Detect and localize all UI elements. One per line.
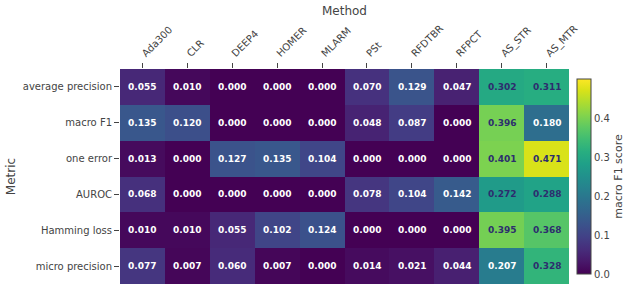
svg-text:0.000: 0.000 bbox=[443, 154, 471, 164]
svg-text:Ada300: Ada300 bbox=[140, 24, 175, 59]
svg-text:CLR: CLR bbox=[185, 37, 207, 59]
svg-text:0.000: 0.000 bbox=[308, 261, 336, 271]
svg-text:0.104: 0.104 bbox=[398, 189, 426, 199]
svg-text:0.396: 0.396 bbox=[488, 118, 516, 128]
svg-text:0.311: 0.311 bbox=[533, 82, 561, 92]
svg-text:0.000: 0.000 bbox=[173, 154, 201, 164]
svg-text:Hamming loss: Hamming loss bbox=[41, 225, 112, 236]
svg-text:0.129: 0.129 bbox=[398, 82, 426, 92]
svg-text:0.120: 0.120 bbox=[173, 118, 201, 128]
svg-text:0.000: 0.000 bbox=[353, 154, 381, 164]
svg-text:Metric: Metric bbox=[4, 158, 18, 195]
svg-text:0.000: 0.000 bbox=[263, 82, 291, 92]
svg-text:0.078: 0.078 bbox=[353, 189, 381, 199]
svg-text:AS_MTR: AS_MTR bbox=[544, 23, 581, 60]
svg-text:0.000: 0.000 bbox=[218, 82, 246, 92]
svg-text:0.102: 0.102 bbox=[263, 225, 291, 235]
svg-text:0.0: 0.0 bbox=[594, 269, 610, 280]
svg-text:0.000: 0.000 bbox=[173, 189, 201, 199]
svg-text:AS_STR: AS_STR bbox=[499, 25, 534, 60]
svg-text:0.368: 0.368 bbox=[533, 225, 561, 235]
svg-text:0.127: 0.127 bbox=[218, 154, 246, 164]
svg-text:0.328: 0.328 bbox=[533, 261, 561, 271]
svg-text:0.068: 0.068 bbox=[128, 189, 156, 199]
svg-text:RFDTBR: RFDTBR bbox=[409, 23, 445, 59]
svg-text:MLARM: MLARM bbox=[319, 25, 353, 59]
svg-text:0.014: 0.014 bbox=[353, 261, 381, 271]
svg-text:micro precision: micro precision bbox=[36, 261, 112, 272]
svg-text:0.288: 0.288 bbox=[533, 189, 561, 199]
svg-text:0.272: 0.272 bbox=[488, 189, 516, 199]
svg-text:0.302: 0.302 bbox=[488, 82, 516, 92]
svg-text:0.060: 0.060 bbox=[218, 261, 246, 271]
svg-text:AUROC: AUROC bbox=[76, 189, 112, 200]
svg-text:0.000: 0.000 bbox=[263, 189, 291, 199]
svg-text:0.070: 0.070 bbox=[353, 82, 381, 92]
svg-text:0.047: 0.047 bbox=[443, 82, 471, 92]
svg-text:0.021: 0.021 bbox=[398, 261, 426, 271]
svg-text:one error: one error bbox=[66, 153, 113, 164]
svg-text:0.007: 0.007 bbox=[173, 261, 201, 271]
svg-text:0.124: 0.124 bbox=[308, 225, 336, 235]
svg-text:0.000: 0.000 bbox=[308, 189, 336, 199]
svg-text:0.000: 0.000 bbox=[263, 118, 291, 128]
svg-text:0.4: 0.4 bbox=[594, 113, 610, 124]
svg-text:0.010: 0.010 bbox=[173, 225, 201, 235]
svg-text:DEEP4: DEEP4 bbox=[229, 28, 260, 59]
svg-text:0.135: 0.135 bbox=[263, 154, 291, 164]
svg-text:Method: Method bbox=[322, 4, 367, 18]
svg-text:0.471: 0.471 bbox=[533, 154, 561, 164]
svg-text:0.207: 0.207 bbox=[488, 261, 516, 271]
svg-text:0.104: 0.104 bbox=[308, 154, 336, 164]
svg-text:0.000: 0.000 bbox=[308, 82, 336, 92]
svg-text:0.395: 0.395 bbox=[488, 225, 516, 235]
svg-text:RFPCT: RFPCT bbox=[454, 28, 485, 59]
svg-text:0.000: 0.000 bbox=[398, 225, 426, 235]
svg-text:0.142: 0.142 bbox=[443, 189, 471, 199]
svg-text:0.013: 0.013 bbox=[128, 154, 156, 164]
svg-text:macro F1: macro F1 bbox=[65, 117, 112, 128]
svg-text:0.000: 0.000 bbox=[443, 118, 471, 128]
svg-text:0.000: 0.000 bbox=[443, 225, 471, 235]
svg-text:0.010: 0.010 bbox=[128, 225, 156, 235]
svg-text:0.087: 0.087 bbox=[398, 118, 426, 128]
svg-text:0.000: 0.000 bbox=[353, 225, 381, 235]
svg-text:0.055: 0.055 bbox=[128, 82, 156, 92]
svg-text:0.000: 0.000 bbox=[218, 189, 246, 199]
svg-text:0.000: 0.000 bbox=[398, 154, 426, 164]
svg-text:0.010: 0.010 bbox=[173, 82, 201, 92]
svg-text:0.401: 0.401 bbox=[488, 154, 516, 164]
svg-text:0.048: 0.048 bbox=[353, 118, 381, 128]
svg-text:0.3: 0.3 bbox=[594, 152, 610, 163]
svg-text:0.044: 0.044 bbox=[443, 261, 471, 271]
svg-text:0.077: 0.077 bbox=[128, 261, 156, 271]
svg-text:0.000: 0.000 bbox=[308, 118, 336, 128]
svg-text:average precision: average precision bbox=[23, 81, 112, 92]
svg-text:PSt: PSt bbox=[364, 40, 383, 59]
svg-text:0.007: 0.007 bbox=[263, 261, 291, 271]
svg-text:0.135: 0.135 bbox=[128, 118, 156, 128]
svg-text:0.2: 0.2 bbox=[594, 191, 610, 202]
svg-text:0.180: 0.180 bbox=[533, 118, 561, 128]
svg-text:0.1: 0.1 bbox=[594, 230, 610, 241]
svg-text:HOMER: HOMER bbox=[274, 25, 308, 59]
svg-text:0.000: 0.000 bbox=[218, 118, 246, 128]
svg-text:0.055: 0.055 bbox=[218, 225, 246, 235]
svg-text:macro F1 score: macro F1 score bbox=[612, 134, 625, 219]
